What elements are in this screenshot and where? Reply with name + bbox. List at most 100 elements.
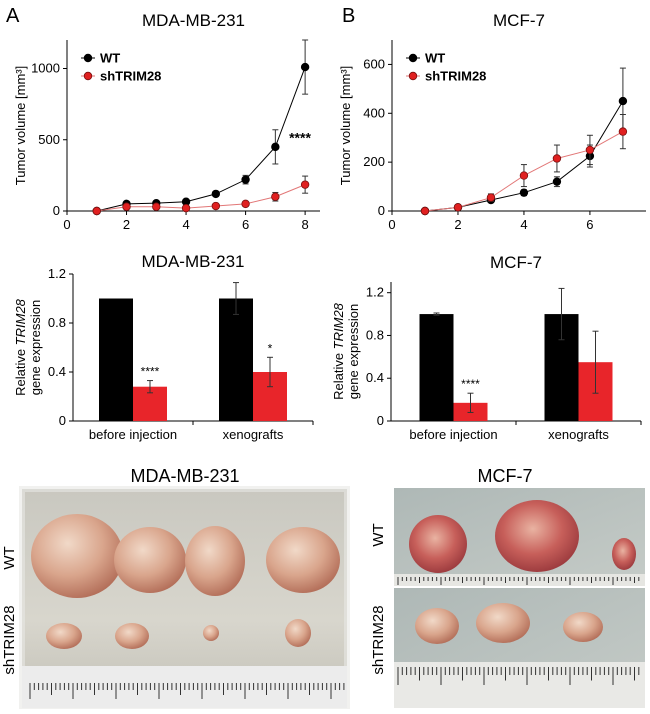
x-tick-label: 2 <box>123 217 130 232</box>
x-tick-label: 4 <box>520 217 527 232</box>
chart-title: MCF-7 <box>490 253 542 272</box>
photo-mcf: WT shTRIM28 <box>370 488 645 708</box>
significance-label: **** <box>461 377 480 391</box>
legend-label: WT <box>100 51 120 66</box>
ruler-right-bottom <box>394 662 645 708</box>
y-axis-label: Tumor volume [mm³] <box>13 66 28 185</box>
data-point <box>271 142 280 152</box>
row-label-wt-left: WT <box>1 546 18 569</box>
tumor-wt-3 <box>185 526 245 596</box>
y-tick-label: 1000 <box>31 61 60 76</box>
bar-chart-mda: MDA-MB-231 0 0.4 0.8 1.2 Relative TRIM28 gene … <box>13 252 314 442</box>
y-axis-label-line1: Relative TRIM28 <box>13 298 28 396</box>
x-tick-label: 6 <box>586 217 593 232</box>
bar-WT <box>219 298 253 421</box>
y-axis-label-line2: gene expression <box>28 300 43 395</box>
data-point <box>181 203 191 213</box>
y-tick-label: 0.8 <box>366 327 384 342</box>
chart-title: MDA-MB-231 <box>142 252 245 271</box>
tumor-wt-2 <box>495 500 579 572</box>
legend-label: shTRIM28 <box>425 69 486 84</box>
data-point <box>300 180 310 189</box>
tumor-wt-2 <box>114 527 186 593</box>
legend-marker <box>83 53 93 63</box>
chart-title: MDA-MB-231 <box>142 11 245 30</box>
data-point <box>241 199 250 209</box>
x-tick-label: before injection <box>409 427 497 442</box>
tumor-wt-1 <box>31 514 123 598</box>
legend-marker <box>408 71 418 81</box>
y-tick-label: 0 <box>378 203 385 218</box>
series-line-shTRIM28 <box>96 184 306 212</box>
chart-title: MCF-7 <box>493 11 545 30</box>
significance-label: * <box>268 341 273 355</box>
row-label-wt-right: WT <box>370 523 387 546</box>
y-tick-label: 1.2 <box>48 266 66 281</box>
tumor-sh-4 <box>285 619 311 647</box>
data-point <box>585 145 595 155</box>
y-tick-label: 0.4 <box>48 364 66 379</box>
y-tick-label: 0 <box>59 413 66 428</box>
y-tick-label: 1.2 <box>366 285 384 300</box>
data-point <box>122 202 131 211</box>
data-point <box>241 175 250 184</box>
tumor-sh-2 <box>115 623 149 649</box>
photo-title-left: MDA-MB-231 <box>130 466 239 486</box>
bar-WT <box>99 298 133 421</box>
tumor-wt-3 <box>612 538 636 570</box>
data-point <box>486 193 496 202</box>
y-tick-label: 600 <box>363 56 385 71</box>
x-tick-label: before injection <box>89 427 177 442</box>
bar-WT <box>419 314 454 421</box>
legend-label: WT <box>425 51 445 66</box>
data-point <box>453 203 463 212</box>
x-tick-label: 0 <box>388 217 395 232</box>
y-tick-label: 0 <box>53 203 60 218</box>
photo-title-right: MCF-7 <box>478 466 533 486</box>
tumor-sh-2 <box>476 603 530 643</box>
y-tick-label: 200 <box>363 154 385 169</box>
tumor-wt-1 <box>409 515 467 573</box>
legend-marker <box>83 71 93 81</box>
data-point <box>92 206 101 216</box>
tumor-sh-1 <box>46 623 82 649</box>
y-axis-label-line2: gene expression <box>346 304 361 399</box>
data-point <box>271 192 280 201</box>
y-tick-label: 0 <box>377 413 384 428</box>
line-chart-mcf: MCF-7 0 2 4 6 0 200 400 600 Tumor volume [mm³] WT s… <box>338 11 646 232</box>
y-axis-label-line1: Relative TRIM28 <box>331 302 346 400</box>
panel-label-a: A <box>6 5 20 27</box>
x-tick-label: 2 <box>454 217 461 232</box>
data-point <box>420 206 430 216</box>
x-tick-label: 8 <box>302 217 309 232</box>
tumor-sh-3 <box>563 612 603 642</box>
y-tick-label: 400 <box>363 105 385 120</box>
tumor-sh-3 <box>203 625 219 641</box>
x-tick-label: 6 <box>242 217 249 232</box>
data-point <box>618 96 628 106</box>
data-point <box>618 127 628 136</box>
data-point <box>211 201 221 211</box>
data-point <box>552 154 562 163</box>
data-point <box>211 189 221 199</box>
row-label-sh-left: shTRIM28 <box>1 605 18 674</box>
y-tick-label: 500 <box>38 132 60 147</box>
x-tick-label: xenografts <box>223 427 284 442</box>
ruler-right-top <box>394 574 645 586</box>
significance-annotation: **** <box>289 130 311 146</box>
tumor-sh-1 <box>415 608 459 644</box>
x-tick-label: 0 <box>63 217 70 232</box>
bar-chart-mcf: MCF-7 0 0.4 0.8 1.2 Relative TRIM28 gene expre… <box>331 253 642 442</box>
x-tick-label: 4 <box>182 217 189 232</box>
data-point <box>300 62 310 72</box>
photo-mda: WT shTRIM28 <box>1 486 350 711</box>
data-point <box>519 171 529 180</box>
y-tick-label: 0.8 <box>48 315 66 330</box>
y-tick-label: 0.4 <box>366 370 384 385</box>
row-label-sh-right: shTRIM28 <box>370 605 387 674</box>
data-point <box>552 177 562 186</box>
data-point <box>152 202 161 211</box>
legend-label: shTRIM28 <box>100 69 161 84</box>
data-point <box>519 188 529 197</box>
